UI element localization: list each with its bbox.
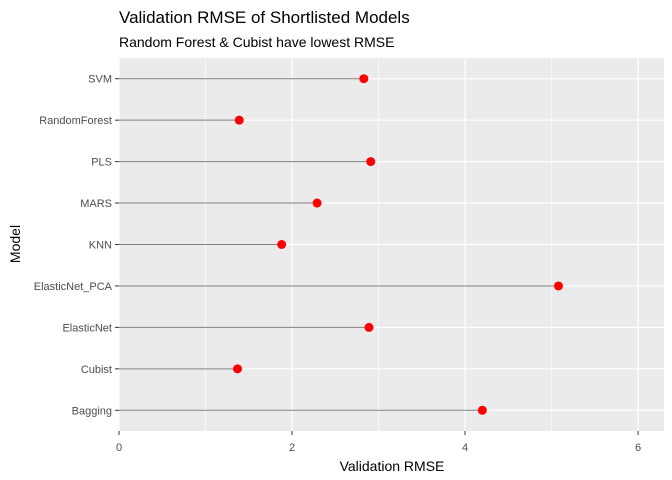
y-axis-title: Model: [7, 225, 23, 263]
lollipop-point: [364, 322, 374, 332]
lollipop-point: [359, 74, 369, 84]
y-tick-label: PLS: [91, 157, 112, 169]
axis-ticks: 0 2 4 6 Bagging Cubist ElasticNet ElasticNet_PC…: [34, 74, 641, 454]
y-tick-label: Bagging: [72, 405, 112, 417]
lollipop-point: [312, 198, 322, 208]
y-tick-label: RandomForest: [39, 115, 112, 127]
y-tick-label: ElasticNet: [62, 322, 112, 334]
lollipop-point: [277, 240, 287, 249]
x-tick-label: 0: [116, 442, 122, 454]
y-tick-label: ElasticNet_PCA: [34, 281, 113, 293]
lollipop-point: [553, 281, 563, 291]
x-tick-label: 4: [462, 442, 468, 454]
y-tick-label: KNN: [89, 240, 112, 252]
x-tick-label: 6: [635, 442, 641, 454]
chart-title: Validation RMSE of Shortlisted Models: [119, 8, 410, 27]
lollipop-point: [477, 405, 487, 415]
x-tick-label: 2: [289, 442, 295, 454]
chart-subtitle: Random Forest & Cubist have lowest RMSE: [119, 34, 394, 50]
x-axis-title: Validation RMSE: [340, 458, 445, 474]
lollipop-point: [234, 115, 244, 125]
y-tick-label: Cubist: [81, 364, 112, 376]
y-tick-label: SVM: [88, 74, 112, 86]
y-tick-label: MARS: [80, 198, 112, 210]
lollipop-point: [366, 157, 376, 167]
lollipop-point: [233, 364, 243, 374]
data-marks: [119, 74, 563, 415]
